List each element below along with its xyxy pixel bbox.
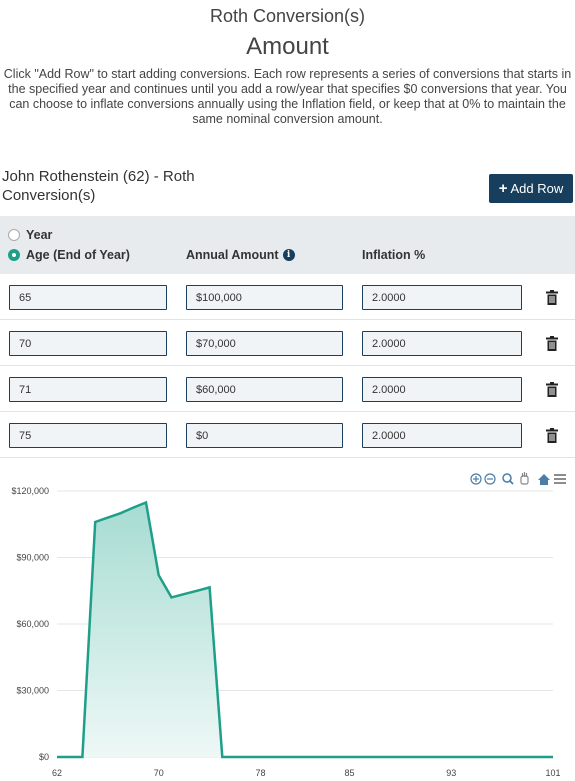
- x-tick-label: 85: [345, 768, 355, 778]
- x-tick-label: 78: [255, 768, 265, 778]
- table-header: Year Age (End of Year) Annual Amount i I…: [0, 216, 575, 274]
- amount-input[interactable]: $100,000: [186, 285, 343, 310]
- trash-icon[interactable]: [546, 382, 558, 397]
- amount-input[interactable]: $70,000: [186, 331, 343, 356]
- page-subtitle: Amount: [246, 33, 329, 60]
- age-input[interactable]: 75: [9, 423, 167, 448]
- table-row: 65 $100,000 2.0000: [0, 274, 575, 320]
- age-input[interactable]: 65: [9, 285, 167, 310]
- info-icon[interactable]: i: [282, 249, 295, 261]
- x-tick-label: 101: [545, 768, 560, 778]
- y-tick-label: $90,000: [16, 553, 49, 563]
- y-tick-label: $30,000: [16, 686, 49, 696]
- y-tick-label: $0: [39, 752, 49, 762]
- page-title: Roth Conversion(s): [209, 6, 366, 26]
- inflation-input[interactable]: 2.0000: [362, 331, 522, 356]
- age-input[interactable]: 70: [9, 331, 167, 356]
- table-row: 71 $60,000 2.0000: [0, 366, 575, 412]
- trash-icon[interactable]: [546, 428, 558, 443]
- zoom-in-icon[interactable]: [470, 473, 482, 485]
- inflation-input[interactable]: 2.0000: [362, 377, 522, 402]
- add-row-label: Add Row: [510, 181, 564, 196]
- table-row: 70 $70,000 2.0000: [0, 320, 575, 366]
- radio-year-option[interactable]: Year: [8, 228, 52, 242]
- column-inflation-label: Inflation %: [362, 248, 426, 262]
- add-row-button[interactable]: + Add Row: [489, 174, 573, 203]
- age-input[interactable]: 71: [9, 377, 167, 402]
- home-icon[interactable]: [538, 474, 550, 485]
- owner-label: John Rothenstein (62) - Roth Conversion(…: [2, 168, 195, 204]
- amount-input[interactable]: $60,000: [186, 377, 343, 402]
- radio-age-label: Age (End of Year): [26, 248, 130, 262]
- column-inflation: Inflation %: [362, 248, 425, 262]
- plus-icon: +: [498, 180, 508, 197]
- magnifier-icon[interactable]: [502, 473, 514, 485]
- x-tick-label: 70: [154, 768, 164, 778]
- column-annual-amount: Annual Amount i: [186, 248, 295, 262]
- trash-icon[interactable]: [546, 336, 558, 351]
- inflation-input[interactable]: 2.0000: [362, 285, 522, 310]
- amount-input[interactable]: $0: [186, 423, 343, 448]
- pan-hand-icon[interactable]: [520, 472, 529, 485]
- inflation-input[interactable]: 2.0000: [362, 423, 522, 448]
- conversion-area-chart: $0 $30,000 $60,000 $90,000 $120,000 62 70 78 85…: [11, 472, 566, 778]
- radio-year[interactable]: [8, 229, 20, 241]
- radio-age-option[interactable]: Age (End of Year): [8, 248, 130, 262]
- trash-icon[interactable]: [546, 290, 558, 305]
- x-tick-label: 93: [446, 768, 456, 778]
- radio-age[interactable]: [8, 249, 20, 261]
- instructions-text: Click "Add Row" to start adding conversi…: [3, 67, 572, 126]
- area-fill: [57, 502, 553, 757]
- radio-year-label: Year: [26, 228, 53, 242]
- x-tick-label: 62: [52, 768, 62, 778]
- y-tick-label: $120,000: [11, 486, 49, 496]
- column-annual-amount-label: Annual Amount: [186, 248, 279, 262]
- zoom-out-icon[interactable]: [484, 473, 496, 485]
- table-row: 75 $0 2.0000: [0, 412, 575, 458]
- series-line: [57, 500, 553, 759]
- menu-icon[interactable]: [554, 474, 566, 484]
- y-tick-label: $60,000: [16, 619, 49, 629]
